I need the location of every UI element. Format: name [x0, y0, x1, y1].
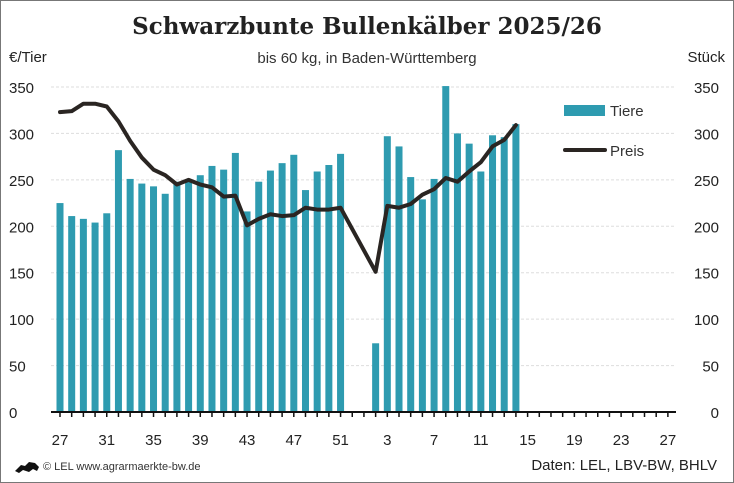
bar — [266, 170, 274, 412]
y-tick-label-left: 100 — [9, 312, 34, 329]
bar — [278, 163, 286, 412]
legend-swatch-tiere — [564, 105, 605, 116]
bar — [79, 218, 87, 412]
bar — [173, 181, 181, 412]
y-tick-label-right: 100 — [694, 312, 719, 329]
bar — [395, 146, 403, 412]
bar — [442, 86, 450, 413]
x-tick-label: 27 — [660, 432, 677, 449]
y-axis-right-label: Stück — [687, 49, 725, 66]
y-tick-label-right: 200 — [694, 219, 719, 236]
footer-credit: © LEL www.agrarmaerkte-bw.de — [43, 461, 201, 473]
bar — [126, 178, 134, 412]
bar — [313, 171, 321, 412]
bar — [231, 152, 239, 412]
bar — [208, 165, 216, 412]
bar — [477, 171, 485, 412]
y-tick-label-right: 150 — [694, 266, 719, 283]
x-tick-label: 47 — [285, 432, 302, 449]
y-tick-label-right: 300 — [694, 126, 719, 143]
x-tick-label: 43 — [239, 432, 256, 449]
bar — [290, 154, 298, 413]
bar — [150, 186, 158, 412]
x-tick-label: 11 — [473, 432, 489, 449]
lion-logo-icon — [15, 462, 39, 473]
bar — [325, 165, 333, 412]
y-tick-label-left: 350 — [9, 80, 34, 97]
x-tick-label: 3 — [383, 432, 391, 449]
bar — [337, 153, 345, 412]
bar — [255, 181, 263, 412]
bar — [418, 199, 426, 412]
y-tick-label-right: 350 — [694, 80, 719, 97]
bar — [220, 169, 228, 412]
bar — [138, 183, 146, 412]
y-tick-label-left: 300 — [9, 126, 34, 143]
y-tick-label-left: 0 — [9, 405, 17, 422]
legend-label-tiere: Tiere — [610, 103, 644, 120]
bar — [383, 136, 391, 412]
x-tick-label: 39 — [192, 432, 209, 449]
bar — [91, 222, 99, 412]
x-tick-label: 7 — [430, 432, 438, 449]
bar — [185, 180, 193, 412]
bar — [243, 211, 251, 412]
bar — [407, 177, 415, 412]
y-axis-left-label: €/Tier — [9, 49, 47, 66]
y-tick-label-left: 50 — [9, 359, 26, 376]
chart-subtitle: bis 60 kg, in Baden-Württemberg — [257, 50, 477, 67]
bar — [489, 135, 497, 413]
y-tick-label-right: 0 — [711, 405, 719, 422]
bar — [430, 178, 438, 412]
x-tick-label: 51 — [332, 432, 349, 449]
bar — [512, 124, 520, 413]
bar — [500, 137, 508, 412]
x-tick-label: 23 — [613, 432, 630, 449]
bar — [114, 150, 122, 412]
x-tick-label: 19 — [566, 432, 583, 449]
x-tick-label: 35 — [145, 432, 162, 449]
bar — [301, 190, 309, 412]
y-tick-label-right: 50 — [702, 359, 719, 376]
y-tick-label-left: 150 — [9, 266, 34, 283]
x-tick-label: 27 — [52, 432, 69, 449]
legend-label-preis: Preis — [610, 143, 644, 160]
footer-source: Daten: LEL, LBV-BW, BHLV — [531, 457, 717, 474]
y-tick-label-left: 200 — [9, 219, 34, 236]
price-line — [58, 101, 518, 274]
bar — [56, 203, 64, 412]
x-tick-label: 15 — [519, 432, 536, 449]
bar — [161, 193, 169, 412]
bar — [453, 133, 461, 412]
chart-title: Schwarzbunte Bullenkälber 2025/26 — [132, 13, 602, 40]
bar — [196, 175, 204, 412]
x-tick-label: 31 — [98, 432, 115, 449]
bar — [103, 213, 111, 412]
y-tick-label-left: 250 — [9, 173, 34, 190]
bar — [68, 216, 76, 412]
bar — [465, 143, 473, 412]
y-tick-label-right: 250 — [694, 173, 719, 190]
bar — [372, 343, 380, 412]
